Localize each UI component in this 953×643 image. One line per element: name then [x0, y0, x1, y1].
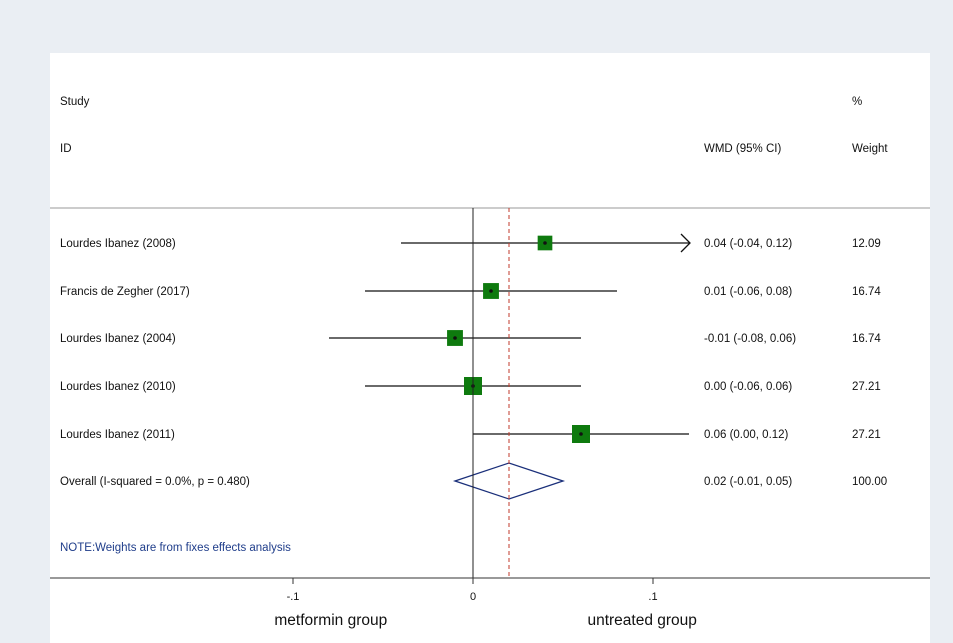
left-group-label: metformin group — [274, 612, 387, 629]
x-tick-label: 0 — [470, 591, 476, 603]
overall-label: Overall (I-squared = 0.0%, p = 0.480) — [60, 476, 250, 488]
weights-note: NOTE:Weights are from fixes effects anal… — [60, 542, 291, 554]
overall-ci: 0.02 (-0.01, 0.05) — [704, 476, 792, 488]
ci-text: 0.04 (-0.04, 0.12) — [704, 238, 792, 250]
study-label: Lourdes Ibanez (2010) — [60, 381, 176, 393]
header-weight: Weight — [852, 143, 888, 155]
study-label: Lourdes Ibanez (2004) — [60, 333, 176, 345]
ci-arrow — [680, 233, 691, 253]
header-effect: WMD (95% CI) — [704, 143, 781, 155]
weight-text: 16.74 — [852, 286, 881, 298]
right-group-label: untreated group — [587, 612, 696, 629]
x-tick-label: -.1 — [287, 591, 300, 603]
x-tick-label: .1 — [648, 591, 657, 603]
ci-text: 0.00 (-0.06, 0.06) — [704, 381, 792, 393]
study-label: Lourdes Ibanez (2008) — [60, 238, 176, 250]
point-estimate — [453, 336, 457, 340]
forest-plot: Study ID WMD (95% CI) % Weight Lourdes I… — [50, 96, 930, 629]
point-estimate — [489, 289, 493, 293]
header-weight-percent: % — [852, 96, 862, 108]
overall-weight: 100.00 — [852, 476, 887, 488]
weight-text: 16.74 — [852, 333, 881, 345]
point-estimate — [579, 432, 583, 436]
weight-text: 12.09 — [852, 238, 881, 250]
overall-diamond — [452, 462, 566, 500]
study-rows: Lourdes Ibanez (2008) 0.04 (-0.04, 0.12) 1… — [60, 233, 881, 443]
ci-text: -0.01 (-0.08, 0.06) — [704, 333, 796, 345]
ci-text: 0.06 (0.00, 0.12) — [704, 429, 789, 441]
ci-text: 0.01 (-0.06, 0.08) — [704, 286, 792, 298]
point-estimate — [543, 241, 547, 245]
weight-text: 27.21 — [852, 381, 881, 393]
study-label: Lourdes Ibanez (2011) — [60, 429, 175, 441]
weight-text: 27.21 — [852, 429, 881, 441]
forest-plot-panel: Study ID WMD (95% CI) % Weight Lourdes I… — [50, 53, 930, 643]
header-id: ID — [60, 143, 72, 155]
study-label: Francis de Zegher (2017) — [60, 286, 190, 298]
x-axis-ticks: -.1 0 .1 — [287, 578, 658, 603]
header-study: Study — [60, 96, 90, 108]
